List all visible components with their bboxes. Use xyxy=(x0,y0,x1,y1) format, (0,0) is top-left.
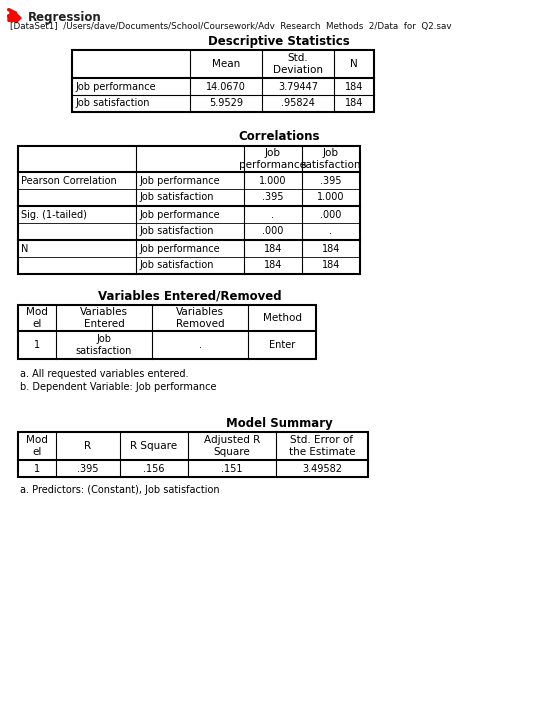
Text: 5.9529: 5.9529 xyxy=(209,99,243,109)
Text: .: . xyxy=(199,340,201,350)
Text: .395: .395 xyxy=(77,463,99,473)
Text: 1.000: 1.000 xyxy=(259,176,287,186)
Text: N: N xyxy=(21,243,28,253)
Text: 1: 1 xyxy=(34,340,40,350)
Text: Job performance: Job performance xyxy=(139,209,220,219)
Text: .151: .151 xyxy=(222,463,243,473)
Text: Job performance: Job performance xyxy=(139,243,220,253)
Text: .000: .000 xyxy=(320,209,341,219)
Text: 3.79447: 3.79447 xyxy=(278,81,318,91)
Text: Pearson Correlation: Pearson Correlation xyxy=(21,176,117,186)
Bar xyxy=(18,432,368,477)
Text: Model Summary: Model Summary xyxy=(225,416,333,430)
Text: .000: .000 xyxy=(262,226,283,236)
Text: Job
satisfaction: Job satisfaction xyxy=(301,149,361,170)
Text: Correlations: Correlations xyxy=(238,131,320,144)
Text: .156: .156 xyxy=(143,463,165,473)
Text: .: . xyxy=(330,226,333,236)
Text: 184: 184 xyxy=(345,99,363,109)
Text: a. All requested variables entered.: a. All requested variables entered. xyxy=(20,369,189,379)
Text: Enter: Enter xyxy=(269,340,295,350)
Text: Job satisfaction: Job satisfaction xyxy=(139,261,214,271)
Text: .: . xyxy=(272,209,275,219)
Text: 14.0670: 14.0670 xyxy=(206,81,246,91)
Text: 184: 184 xyxy=(322,261,340,271)
Text: 1: 1 xyxy=(34,463,40,473)
Text: 184: 184 xyxy=(322,243,340,253)
Text: .395: .395 xyxy=(262,193,284,203)
Bar xyxy=(18,146,360,274)
Text: Variables
Removed: Variables Removed xyxy=(176,307,224,329)
Text: Job satisfaction: Job satisfaction xyxy=(75,99,150,109)
Bar xyxy=(72,50,374,112)
Text: .395: .395 xyxy=(320,176,341,186)
Text: R Square: R Square xyxy=(131,441,177,451)
Text: 1.000: 1.000 xyxy=(318,193,345,203)
Text: Job performance: Job performance xyxy=(139,176,220,186)
Text: Job
satisfaction: Job satisfaction xyxy=(76,334,132,356)
Text: b. Dependent Variable: Job performance: b. Dependent Variable: Job performance xyxy=(20,382,217,392)
Text: Job satisfaction: Job satisfaction xyxy=(139,193,214,203)
Text: R: R xyxy=(84,441,92,451)
Text: 184: 184 xyxy=(264,243,282,253)
Text: .95824: .95824 xyxy=(281,99,315,109)
Text: N: N xyxy=(350,59,358,69)
Text: Job
performance: Job performance xyxy=(239,149,306,170)
Text: Sig. (1-tailed): Sig. (1-tailed) xyxy=(21,209,87,219)
Text: Variables Entered/Removed: Variables Entered/Removed xyxy=(98,289,282,303)
Text: Job satisfaction: Job satisfaction xyxy=(139,226,214,236)
Text: [DataSet1]  /Users/dave/Documents/School/Coursework/Adv  Research  Methods  2/Da: [DataSet1] /Users/dave/Documents/School/… xyxy=(10,21,451,31)
Text: 3.49582: 3.49582 xyxy=(302,463,342,473)
Text: Job performance: Job performance xyxy=(75,81,156,91)
Text: Regression: Regression xyxy=(28,11,102,24)
Text: 184: 184 xyxy=(264,261,282,271)
Text: Adjusted R
Square: Adjusted R Square xyxy=(204,436,260,457)
Text: 184: 184 xyxy=(345,81,363,91)
Text: Mod
el: Mod el xyxy=(26,436,48,457)
Text: a. Predictors: (Constant), Job satisfaction: a. Predictors: (Constant), Job satisfact… xyxy=(20,485,220,495)
FancyArrow shape xyxy=(8,13,21,23)
Text: Variables
Entered: Variables Entered xyxy=(80,307,128,329)
Text: Mod
el: Mod el xyxy=(26,307,48,329)
Text: Std.
Deviation: Std. Deviation xyxy=(273,54,323,75)
Text: Method: Method xyxy=(262,313,301,323)
Bar xyxy=(18,305,316,359)
Text: Mean: Mean xyxy=(212,59,240,69)
Text: Std. Error of
the Estimate: Std. Error of the Estimate xyxy=(288,436,355,457)
Text: Descriptive Statistics: Descriptive Statistics xyxy=(208,34,350,48)
